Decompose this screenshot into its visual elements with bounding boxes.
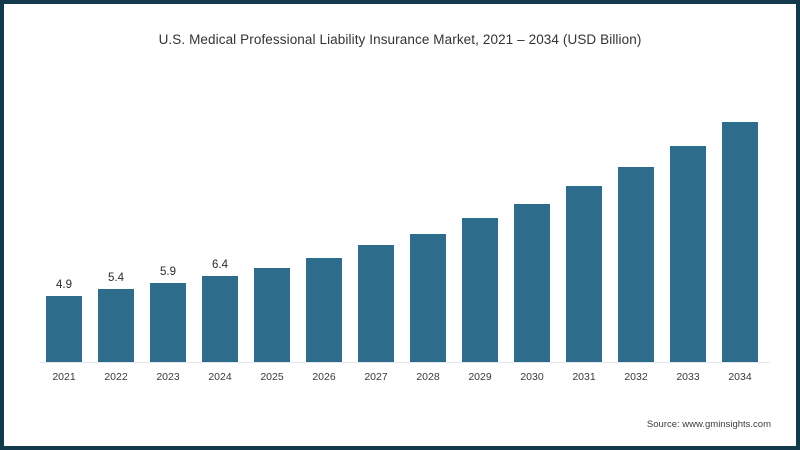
x-axis-label-2034: 2034 xyxy=(728,371,752,383)
bar-value-label: 5.9 xyxy=(160,265,176,278)
source-note: Source: www.gminsights.com xyxy=(646,419,771,430)
bar-group: 2027 xyxy=(358,244,394,383)
x-axis-label-2021: 2021 xyxy=(52,371,76,383)
bar-2021[interactable] xyxy=(46,296,82,362)
bar-2022[interactable] xyxy=(98,289,134,362)
bar-2031[interactable] xyxy=(566,185,602,362)
bar-2024[interactable] xyxy=(202,275,238,362)
x-axis-label-2028: 2028 xyxy=(416,371,440,383)
x-axis-label-2033: 2033 xyxy=(676,371,700,383)
x-axis-label-2023: 2023 xyxy=(156,371,180,383)
x-axis-label-2024: 2024 xyxy=(208,371,232,383)
x-axis-label-2022: 2022 xyxy=(104,371,128,383)
x-axis-label-2029: 2029 xyxy=(468,371,492,383)
bar-group: 6.4 2024 xyxy=(202,259,238,383)
bar-2023[interactable] xyxy=(150,282,186,362)
bar-2029[interactable] xyxy=(462,217,498,362)
bar-2032[interactable] xyxy=(618,166,654,362)
bar-group: 2025 xyxy=(254,267,290,383)
bar-value-label: 5.4 xyxy=(108,272,124,285)
x-axis-label-2026: 2026 xyxy=(312,371,336,383)
bar-2025[interactable] xyxy=(254,267,290,362)
x-axis-label-2032: 2032 xyxy=(624,371,648,383)
x-axis-label-2027: 2027 xyxy=(364,371,388,383)
bar-group: 2028 xyxy=(410,234,446,383)
bar-2027[interactable] xyxy=(358,244,394,362)
bar-2033[interactable] xyxy=(670,146,706,362)
bar-group: 2029 xyxy=(462,217,498,383)
bar-value-label: 6.4 xyxy=(212,258,228,271)
bar-2028[interactable] xyxy=(410,234,446,362)
bar-2026[interactable] xyxy=(306,258,342,362)
chart-title: U.S. Medical Professional Liability Insu… xyxy=(158,32,642,47)
bar-group: 5.4 2022 xyxy=(98,272,134,383)
bar-group: 2033 xyxy=(670,146,706,383)
bar-group: 2026 xyxy=(306,258,342,383)
bar-group: 5.9 2023 xyxy=(150,266,186,383)
bar-value-label: 4.9 xyxy=(56,279,72,291)
axis-baseline xyxy=(40,362,770,363)
bar-2034[interactable] xyxy=(722,122,758,362)
x-axis-label-2031: 2031 xyxy=(572,371,596,383)
plot-area: 4.9 2021 5.4 2022 5.9 2023 6.4 2024 2025 2026 2027… xyxy=(4,4,796,446)
bar-group: 2030 xyxy=(514,204,550,383)
bar-group: 2032 xyxy=(618,166,654,383)
bar-2030[interactable] xyxy=(514,204,550,362)
x-axis-label-2025: 2025 xyxy=(260,371,284,383)
bar-group: 2031 xyxy=(566,185,602,383)
bar-group: 4.9 2021 xyxy=(46,279,82,383)
bar-group: 2034 xyxy=(722,122,758,383)
x-axis-label-2030: 2030 xyxy=(520,371,544,383)
